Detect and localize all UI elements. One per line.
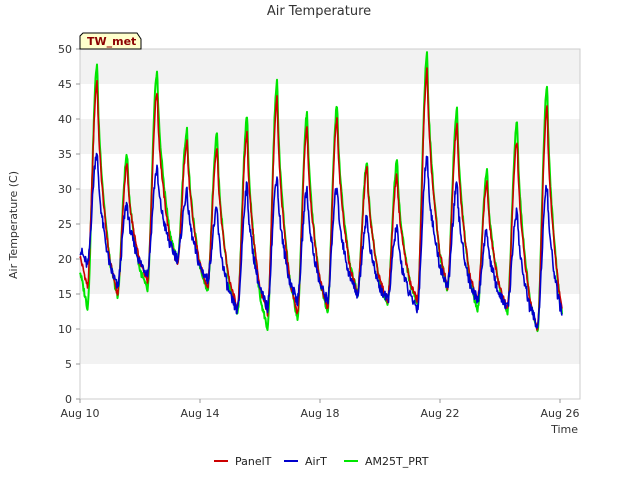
- site-label: TW_met: [87, 35, 136, 48]
- x-tick-label: Aug 26: [541, 407, 580, 420]
- y-tick-label: 35: [58, 148, 72, 161]
- chart-title: Air Temperature: [267, 4, 371, 19]
- grid-band: [80, 189, 580, 224]
- x-tick-label: Aug 10: [61, 407, 100, 420]
- site-label-box: TW_met: [79, 32, 142, 50]
- grid-band: [80, 119, 580, 154]
- legend-label: AirT: [305, 455, 327, 468]
- y-tick-label: 40: [58, 113, 72, 126]
- y-tick-label: 30: [58, 183, 72, 196]
- grid-band: [80, 364, 580, 399]
- series-line-panelt: [79, 67, 563, 331]
- y-tick-label: 0: [65, 393, 72, 406]
- y-tick-label: 15: [58, 288, 72, 301]
- x-axis: Aug 10 Aug 14 Aug 18 Aug 22 Aug 26: [61, 399, 580, 420]
- legend-item-panelt: PanelT: [214, 455, 272, 468]
- y-tick-label: 10: [58, 323, 72, 336]
- y-tick-label: 45: [58, 78, 72, 91]
- y-axis-title: Air Temperature (C): [7, 171, 20, 279]
- y-tick-label: 50: [58, 43, 72, 56]
- y-tick-label: 20: [58, 253, 72, 266]
- grid-band: [80, 84, 580, 119]
- legend: PanelT AirT AM25T_PRT: [214, 455, 429, 468]
- x-tick-label: Aug 14: [181, 407, 220, 420]
- x-tick-label: Aug 18: [301, 407, 340, 420]
- legend-label: AM25T_PRT: [365, 455, 429, 468]
- x-axis-title: Time: [550, 423, 578, 436]
- legend-item-am25t_prt: AM25T_PRT: [344, 455, 429, 468]
- grid-band: [80, 49, 580, 84]
- series-layer: [79, 51, 563, 333]
- y-tick-label: 5: [65, 358, 72, 371]
- series-line-airt: [79, 152, 563, 329]
- y-tick-label: 25: [58, 218, 72, 231]
- legend-item-airt: AirT: [284, 455, 327, 468]
- grid-band: [80, 329, 580, 364]
- grid-band: [80, 294, 580, 329]
- legend-label: PanelT: [235, 455, 272, 468]
- y-axis: 0 5 10 15 20 25 30 35 40 45 50: [58, 43, 80, 406]
- x-tick-label: Aug 22: [421, 407, 460, 420]
